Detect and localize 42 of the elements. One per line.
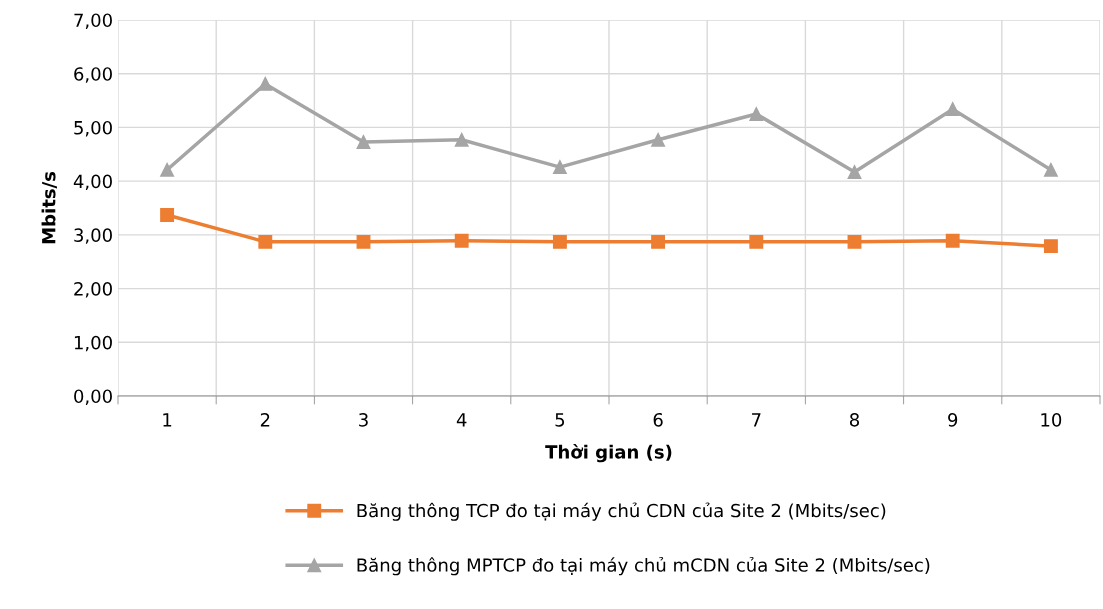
y-tick-label: 3,00 [74,228,112,244]
x-tick-label: 6 [653,412,663,427]
x-tick-label: 2 [260,412,270,427]
point [160,208,175,222]
legend-label: Băng thông TCP đo tại máy chủ CDN của Site 2 (Mbits/sec) [357,502,886,521]
x-tick-label: 1 [163,413,172,427]
y-tick-label: 5,00 [74,120,112,137]
point [258,234,273,249]
point [258,76,273,91]
x-tick-label: 9 [948,412,958,427]
point [945,102,960,117]
point [749,234,764,249]
x-axis-title: Thời gian (s) [545,444,672,463]
y-tick-label: 1,00 [74,335,112,352]
x-tick-label: 4 [456,413,467,427]
x-tick-label: 10 [1041,412,1062,427]
y-tick-label: 0,00 [74,389,112,405]
legend-label: Băng thông MPTCP đo tại máy chủ mCDN của Site 2 (Mbits/sec) [357,556,930,576]
y-tick-label: 4,00 [73,174,112,191]
x-tick-label: 3 [359,412,368,427]
point [454,233,469,248]
x-tick-label: 8 [849,412,860,427]
point [454,132,469,147]
point [552,160,567,175]
point [1043,162,1058,177]
point [651,132,666,147]
point [356,134,371,149]
y-tick-label: 7,00 [74,13,112,29]
point [356,234,371,249]
y-axis-title: Mbits/s [41,171,57,244]
point [552,234,567,249]
point [160,162,175,177]
point [945,233,960,248]
x-tick-label: 5 [555,413,565,427]
point [651,234,666,249]
x-tick-label: 7 [752,413,761,427]
point [749,107,764,121]
y-tick-label: 6,00 [74,67,112,83]
point [847,165,862,179]
point [1043,239,1058,254]
point [847,234,862,249]
y-tick-label: 2,00 [74,282,112,298]
